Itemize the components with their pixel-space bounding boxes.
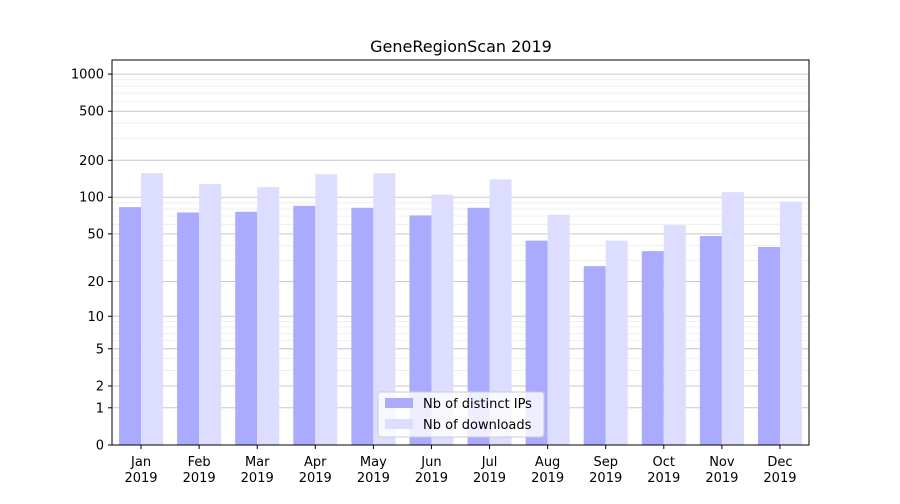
- y-tick-label: 1000: [71, 68, 104, 83]
- x-tick-label-line: May: [360, 455, 387, 470]
- legend-label: Nb of distinct IPs: [423, 397, 532, 412]
- x-tick-label-line: 2019: [473, 471, 506, 486]
- bar-downloads: [547, 214, 570, 445]
- y-tick-label: 10: [87, 310, 104, 325]
- bar-downloads: [141, 173, 164, 445]
- y-tick-label: 1: [96, 401, 104, 416]
- x-tick-label-line: 2019: [183, 471, 216, 486]
- x-tick-label-line: Aug: [535, 455, 560, 470]
- bar-downloads: [663, 225, 686, 445]
- bar-distinct-ips: [119, 207, 142, 445]
- bar-downloads: [779, 201, 802, 445]
- y-tick-label: 5: [96, 342, 104, 357]
- legend-label: Nb of downloads: [423, 418, 532, 433]
- x-tick-label-line: Dec: [767, 455, 792, 470]
- x-tick-label-line: 2019: [357, 471, 390, 486]
- y-tick-label: 2: [96, 380, 104, 395]
- bar-distinct-ips: [467, 207, 490, 445]
- legend: Nb of distinct IPs Nb of downloads: [377, 391, 545, 438]
- chart-title: GeneRegionScan 2019: [370, 37, 552, 56]
- x-tick-label-line: Jun: [420, 455, 441, 470]
- x-tick-label-line: Nov: [709, 455, 735, 470]
- bar-distinct-ips: [757, 246, 780, 445]
- x-tick-label: Jun 2019: [415, 455, 448, 486]
- bar-distinct-ips: [409, 215, 432, 445]
- x-tick-label-line: 2019: [415, 471, 448, 486]
- bar-downloads: [489, 179, 512, 445]
- bar-downloads: [199, 184, 222, 445]
- y-tick-label: 0: [96, 439, 104, 454]
- x-tick-label-line: Oct: [653, 455, 675, 470]
- x-tick-label: Jul 2019: [473, 455, 506, 486]
- x-tick-label-line: 2019: [124, 471, 157, 486]
- x-tick-label-line: 2019: [763, 471, 796, 486]
- x-tick-label-line: Jul: [481, 455, 498, 470]
- x-tick-label-line: 2019: [299, 471, 332, 486]
- bar-downloads: [257, 187, 280, 446]
- y-axis: 0 1 2 5 10 20 50 100 200 500 1000: [71, 68, 112, 454]
- x-tick-label: Sep 2019: [589, 455, 622, 486]
- y-tick-label: 500: [79, 105, 104, 120]
- legend-swatch: [385, 398, 413, 408]
- y-tick-label: 100: [79, 191, 104, 206]
- x-tick-label-line: Feb: [188, 455, 211, 470]
- x-tick-label: Nov 2019: [705, 455, 738, 486]
- legend-box: [377, 391, 545, 438]
- x-tick-label-line: Jan: [130, 455, 151, 470]
- plot-frame: [111, 59, 810, 446]
- x-tick-label: Jan 2019: [124, 455, 157, 486]
- y-tick-label: 200: [79, 154, 104, 169]
- x-tick-label: Dec 2019: [763, 455, 796, 486]
- x-tick-label-line: Mar: [245, 455, 270, 470]
- bar-distinct-ips: [235, 211, 258, 445]
- bar-downloads: [721, 192, 744, 445]
- x-tick-label-line: 2019: [647, 471, 680, 486]
- bar-distinct-ips: [583, 266, 606, 445]
- x-tick-label-line: Sep: [593, 455, 618, 470]
- x-tick-label: May 2019: [357, 455, 390, 486]
- bar-distinct-ips: [699, 236, 722, 445]
- bar-downloads: [431, 194, 454, 445]
- bar-downloads: [315, 174, 338, 445]
- x-tick-label: Mar 2019: [241, 455, 274, 486]
- bar-downloads: [373, 173, 396, 445]
- bar-distinct-ips: [293, 205, 316, 445]
- y-tick-label: 50: [87, 227, 104, 242]
- bar-downloads: [605, 240, 628, 445]
- x-tick-label-line: 2019: [705, 471, 738, 486]
- x-tick-label: Oct 2019: [647, 455, 680, 486]
- x-tick-label-line: 2019: [589, 471, 622, 486]
- x-tick-label: Feb 2019: [183, 455, 216, 486]
- x-tick-label-line: 2019: [531, 471, 564, 486]
- x-tick-label: Apr 2019: [299, 455, 332, 486]
- x-tick-label-line: 2019: [241, 471, 274, 486]
- y-tick-label: 20: [87, 275, 104, 290]
- legend-swatch: [385, 419, 413, 429]
- bar-distinct-ips: [177, 212, 200, 445]
- bar-distinct-ips: [641, 251, 664, 445]
- x-tick-label: Aug 2019: [531, 455, 564, 486]
- x-tick-label-line: Apr: [304, 455, 327, 470]
- bars-layer: [119, 173, 802, 446]
- bar-distinct-ips: [351, 207, 374, 445]
